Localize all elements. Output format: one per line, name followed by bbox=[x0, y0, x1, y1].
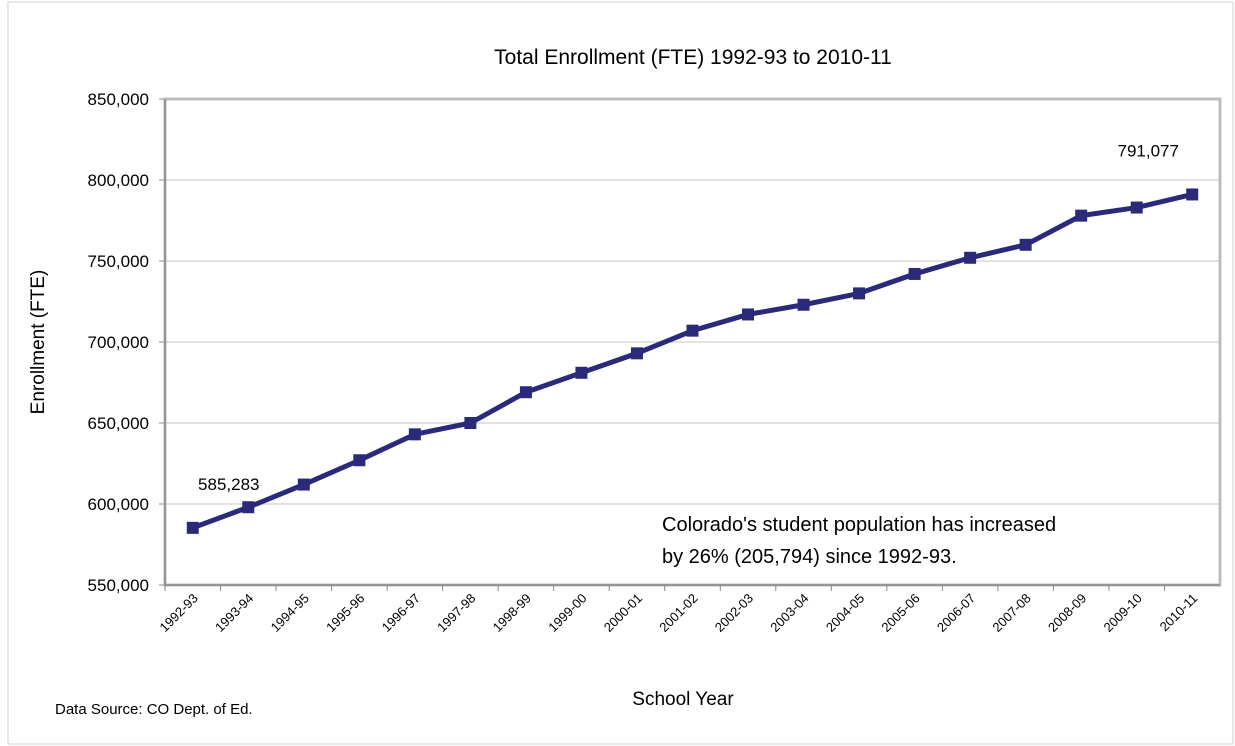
marker bbox=[630, 347, 643, 360]
y-axis-title: Enrollment (FTE) bbox=[28, 270, 49, 415]
y-tick-label: 550,000 bbox=[88, 576, 149, 595]
y-tick-label: 700,000 bbox=[88, 333, 149, 352]
marker bbox=[964, 251, 977, 264]
y-tick-label: 850,000 bbox=[88, 90, 149, 109]
data-label: 791,077 bbox=[1118, 141, 1179, 160]
marker bbox=[353, 454, 366, 467]
y-tick-label: 600,000 bbox=[88, 495, 149, 514]
marker bbox=[797, 298, 810, 311]
marker bbox=[297, 478, 310, 491]
x-axis-title: School Year bbox=[632, 689, 734, 710]
annotation: Colorado's student population has increa… bbox=[662, 514, 1056, 536]
y-tick-label: 800,000 bbox=[88, 171, 149, 190]
marker bbox=[1186, 188, 1199, 201]
annotation: by 26% (205,794) since 1992-93. bbox=[662, 546, 957, 568]
chart-frame bbox=[7, 1, 1234, 745]
y-tick-label: 650,000 bbox=[88, 414, 149, 433]
marker bbox=[464, 417, 477, 429]
marker bbox=[1130, 201, 1143, 214]
marker bbox=[853, 287, 866, 300]
data-label: 585,283 bbox=[198, 475, 259, 494]
chart-title: Total Enrollment (FTE) 1992-93 to 2010-1… bbox=[494, 46, 892, 69]
marker bbox=[575, 366, 588, 379]
marker bbox=[519, 386, 532, 399]
marker bbox=[242, 501, 255, 514]
marker bbox=[1019, 238, 1032, 251]
marker bbox=[186, 521, 199, 534]
marker bbox=[1075, 209, 1088, 222]
marker bbox=[742, 308, 755, 321]
marker bbox=[686, 324, 699, 337]
marker bbox=[908, 267, 921, 280]
y-tick-label: 750,000 bbox=[88, 252, 149, 271]
data-source: Data Source: CO Dept. of Ed. bbox=[55, 701, 253, 718]
marker bbox=[408, 428, 421, 441]
